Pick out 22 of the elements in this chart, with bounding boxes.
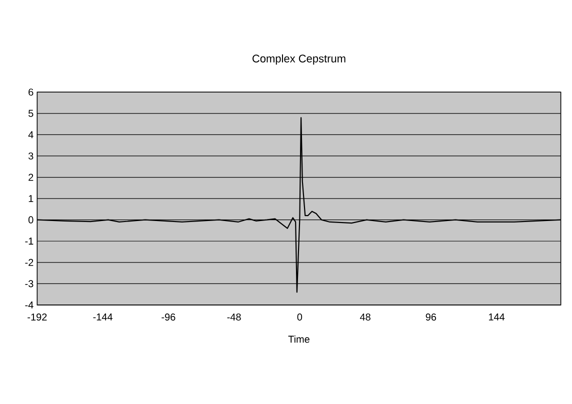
x-tick-label: -96 bbox=[162, 313, 176, 321]
y-tick-label: 1 bbox=[28, 195, 34, 202]
y-tick-label: 6 bbox=[28, 88, 34, 96]
y-tick-label: 5 bbox=[28, 110, 34, 117]
x-tick-label: 0 bbox=[297, 313, 302, 321]
y-tick-label: 4 bbox=[28, 131, 34, 138]
chart-title: Complex Cepstrum bbox=[252, 54, 346, 65]
x-tick-label: -48 bbox=[227, 313, 241, 321]
y-tick-label: -2 bbox=[25, 258, 34, 266]
y-tick-label: -3 bbox=[25, 280, 34, 288]
y-tick-label: 2 bbox=[28, 174, 34, 181]
y-tick-label: 0 bbox=[28, 216, 34, 224]
x-tick-label: 96 bbox=[426, 313, 436, 321]
line-series bbox=[37, 117, 561, 293]
y-tick-label: 3 bbox=[28, 152, 34, 160]
x-axis-title: Time bbox=[288, 335, 310, 343]
x-tick-label: -192 bbox=[28, 313, 47, 321]
x-tick-label: 48 bbox=[360, 313, 370, 321]
x-tick-label: -144 bbox=[93, 313, 113, 320]
x-tick-label: 144 bbox=[488, 313, 505, 320]
y-tick-label: -1 bbox=[25, 238, 34, 245]
y-tick-label: -4 bbox=[25, 301, 34, 308]
